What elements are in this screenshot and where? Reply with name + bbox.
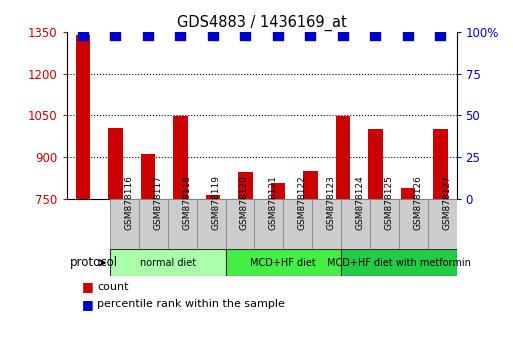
Text: normal diet: normal diet (140, 258, 196, 268)
Bar (238, 172, 253, 199)
Bar (206, 195, 220, 199)
Bar (433, 129, 448, 199)
Bar (173, 116, 188, 199)
Bar (341, 199, 370, 249)
Text: GSM878122: GSM878122 (298, 175, 307, 230)
Bar (141, 154, 155, 199)
Bar (108, 128, 123, 199)
Point (274, 32, 282, 38)
Text: MCD+HF diet with metformin: MCD+HF diet with metformin (327, 258, 471, 268)
Bar (428, 199, 457, 249)
Bar (196, 199, 226, 249)
Text: GSM878127: GSM878127 (442, 175, 451, 230)
Bar (226, 249, 341, 276)
Text: GSM878126: GSM878126 (413, 175, 422, 230)
Bar (370, 199, 399, 249)
Text: GSM878125: GSM878125 (384, 175, 393, 230)
Bar (110, 249, 226, 276)
Bar (368, 129, 383, 199)
Text: GSM878123: GSM878123 (327, 175, 336, 230)
Text: GSM878118: GSM878118 (182, 175, 191, 230)
Text: GSM878117: GSM878117 (153, 175, 162, 230)
Bar (168, 199, 196, 249)
Bar (254, 199, 283, 249)
Text: MCD+HF diet: MCD+HF diet (250, 258, 316, 268)
Text: GSM878120: GSM878120 (240, 175, 249, 230)
Text: percentile rank within the sample: percentile rank within the sample (97, 299, 285, 309)
Point (371, 32, 380, 38)
Point (339, 32, 347, 38)
Text: GSM878121: GSM878121 (269, 175, 278, 230)
Point (404, 32, 412, 38)
Bar (283, 199, 312, 249)
Bar (303, 171, 318, 199)
Bar (110, 199, 139, 249)
Point (306, 32, 314, 38)
Point (436, 32, 444, 38)
Bar (139, 199, 168, 249)
Bar (312, 199, 341, 249)
Text: ■: ■ (82, 280, 94, 293)
Text: GSM878116: GSM878116 (125, 175, 133, 230)
Point (111, 32, 120, 38)
Bar (336, 116, 350, 199)
Bar (226, 199, 254, 249)
Point (144, 32, 152, 38)
Point (176, 32, 185, 38)
Text: count: count (97, 282, 129, 292)
Text: GSM878124: GSM878124 (356, 175, 365, 230)
Text: ■: ■ (82, 298, 94, 311)
Point (79, 32, 87, 38)
Title: GDS4883 / 1436169_at: GDS4883 / 1436169_at (177, 14, 346, 30)
Text: protocol: protocol (70, 256, 117, 269)
Bar (270, 183, 285, 199)
Point (209, 32, 217, 38)
Point (241, 32, 249, 38)
Bar (341, 249, 457, 276)
Bar (401, 188, 415, 199)
Bar (399, 199, 428, 249)
Text: GSM878119: GSM878119 (211, 175, 220, 230)
Bar (75, 35, 90, 199)
